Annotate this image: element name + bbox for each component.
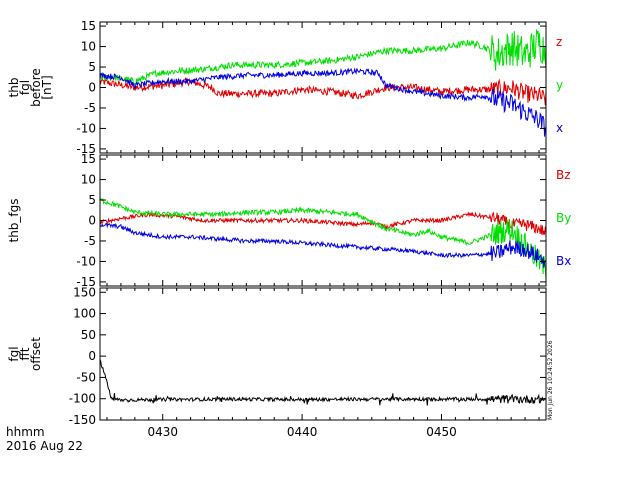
panel-frame (99, 21, 547, 154)
legend-label-x: x (556, 121, 563, 135)
x-tick-label: 0430 (147, 425, 178, 439)
y-tick-label: 15 (81, 152, 96, 166)
x-tick-label: 0440 (287, 425, 318, 439)
y-tick-label: 50 (81, 328, 96, 342)
series-line-bx (99, 222, 547, 268)
legend-label-z: z (556, 35, 562, 49)
y-axis-label-line: fft (18, 347, 32, 360)
date-label: 2016 Aug 22 (6, 439, 83, 453)
y-tick-label: 0 (88, 214, 96, 228)
series-line-by (99, 197, 547, 280)
y-tick-label: 5 (88, 193, 96, 207)
y-tick-label: 15 (81, 19, 96, 33)
y-tick-label: 10 (81, 173, 96, 187)
legend-label-bz: Bz (556, 168, 571, 182)
series-line-y (99, 29, 547, 85)
y-tick-label: -5 (84, 234, 96, 248)
panels: zyx-15-10-5051015thbfglbefore[nT]BzByBx-… (7, 19, 571, 439)
y-tick-label: -5 (84, 101, 96, 115)
series-line-x (99, 67, 547, 137)
y-axis-label-line: fgl (7, 346, 21, 361)
y-axis-label-line: fgl (18, 80, 32, 95)
y-axis-label-line: thb_fgs (7, 198, 21, 242)
legend-label-y: y (556, 78, 563, 92)
y-tick-label: -15 (76, 275, 96, 289)
y-tick-label: -100 (69, 392, 96, 406)
legend-label-by: By (556, 211, 571, 225)
y-axis-label-line: before (29, 68, 43, 107)
y-axis-label: thb_fgs (7, 198, 21, 242)
y-tick-label: 0 (88, 349, 96, 363)
y-tick-label: 10 (81, 40, 96, 54)
series-line-offset (99, 359, 547, 406)
y-axis-label-line: [nT] (40, 75, 54, 99)
y-axis-label-line: thb (7, 78, 21, 98)
y-tick-label: -15 (76, 142, 96, 156)
y-tick-label: -150 (69, 413, 96, 427)
y-tick-label: -10 (76, 121, 96, 135)
y-tick-label: 5 (88, 60, 96, 74)
time-axis-label: hhmm (6, 425, 45, 439)
legend-label-bx: Bx (556, 254, 571, 268)
y-tick-label: -10 (76, 254, 96, 268)
run-timestamp: Mon Jun 26 10:24:52 2026 (547, 340, 554, 420)
y-tick-label: 0 (88, 81, 96, 95)
y-tick-label: 100 (73, 307, 96, 321)
x-tick-label: 0450 (426, 425, 457, 439)
series-line-bz (99, 211, 547, 236)
panel-frame (99, 287, 547, 421)
y-tick-label: -50 (76, 370, 96, 384)
panel-2: Bz By Bx -15 -10 -5 0 5 10 15 thb_fgs (7, 152, 571, 289)
y-axis-label-line: offset (29, 337, 43, 371)
y-tick-label: 150 (73, 285, 96, 299)
